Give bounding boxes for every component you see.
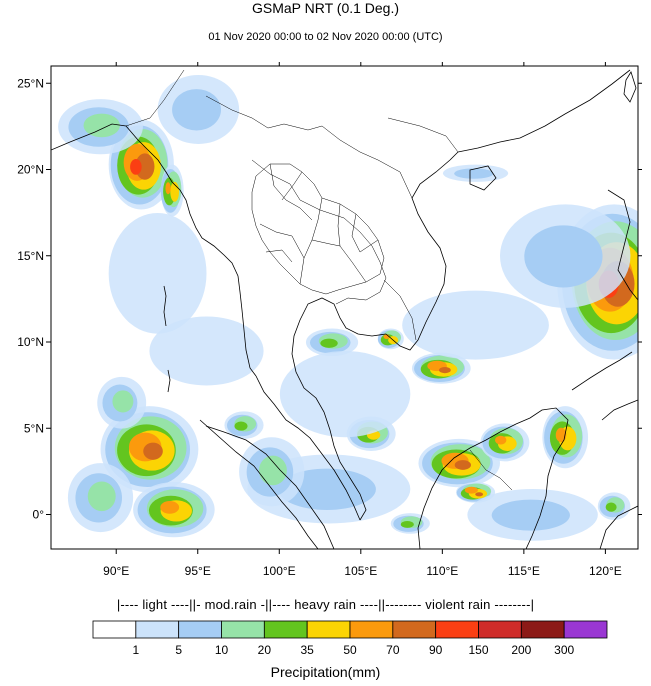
map-axes: 90°E 95°E 100°E 105°E 110°E 115°E 120°E 25°N 20°… bbox=[17, 62, 642, 578]
colorbar-tick-label: 70 bbox=[386, 643, 400, 657]
rain-cell bbox=[418, 438, 501, 488]
colorbar-tick-label: 10 bbox=[215, 643, 229, 657]
rain-cell bbox=[97, 376, 147, 429]
lat-tick-label: 10°N bbox=[17, 335, 44, 349]
lon-tick-label: 115°E bbox=[508, 564, 540, 578]
rain-cell bbox=[402, 290, 549, 360]
country-borders bbox=[125, 69, 513, 491]
lon-tick-label: 95°E bbox=[185, 564, 211, 578]
colorbar-swatch bbox=[435, 620, 479, 639]
rain-cell bbox=[377, 328, 404, 350]
colorbar-tick-label: 90 bbox=[429, 643, 443, 657]
colorbar-tick-label: 50 bbox=[343, 643, 357, 657]
chart-title: GSMaP NRT (0.1 Deg.) bbox=[251, 0, 400, 16]
colorbar-swatch bbox=[478, 620, 522, 639]
rain-cell bbox=[157, 74, 240, 144]
rain-cell bbox=[108, 212, 207, 334]
colorbar-tick-label: 5 bbox=[175, 643, 182, 657]
lon-tick-label: 100°E bbox=[263, 564, 296, 578]
colorbar-swatch bbox=[563, 620, 608, 639]
colorbar-tick-label: 200 bbox=[511, 643, 531, 657]
colorbar-swatch bbox=[92, 620, 137, 639]
lat-tick-label: 0° bbox=[33, 508, 45, 522]
colorbar-tick-label: 300 bbox=[554, 643, 574, 657]
colorbar-swatch bbox=[221, 620, 265, 639]
rain-category-header: |---- light ----||- mod.rain -||---- hea… bbox=[116, 597, 535, 612]
lat-tick-label: 15°N bbox=[17, 249, 44, 263]
thailand-provinces bbox=[251, 163, 385, 295]
chart-subtitle: 01 Nov 2020 00:00 to 02 Nov 2020 00:00 (… bbox=[208, 31, 443, 43]
rain-cell bbox=[500, 204, 631, 308]
rain-cell bbox=[442, 164, 509, 182]
lon-tick-label: 120°E bbox=[589, 564, 622, 578]
colorbar: 1 5 10 20 35 50 70 90 150 200 300 bbox=[92, 620, 608, 657]
lat-tick-label: 25°N bbox=[17, 76, 44, 90]
rain-cell bbox=[305, 328, 359, 357]
lat-tick-label: 20°N bbox=[17, 163, 44, 177]
colorbar-swatch bbox=[306, 620, 351, 639]
rain-field bbox=[58, 74, 638, 541]
rain-cell bbox=[542, 406, 589, 469]
rain-cell bbox=[597, 492, 631, 520]
rain-cell bbox=[224, 411, 264, 439]
colorbar-tick-label: 150 bbox=[468, 643, 488, 657]
colorbar-tick-label: 35 bbox=[300, 643, 314, 657]
rain-cell bbox=[149, 316, 264, 386]
colorbar-swatch bbox=[349, 620, 394, 639]
rain-cell bbox=[160, 164, 184, 217]
colorbar-swatch bbox=[392, 620, 437, 639]
colorbar-swatch bbox=[178, 620, 222, 639]
colorbar-tick-label: 1 bbox=[132, 643, 139, 657]
rain-cell bbox=[133, 482, 215, 538]
lon-tick-label: 105°E bbox=[344, 564, 377, 578]
rain-cell bbox=[239, 437, 305, 507]
lon-tick-label: 110°E bbox=[426, 564, 458, 578]
rain-cell bbox=[390, 513, 430, 534]
rain-cell bbox=[467, 488, 598, 541]
colorbar-swatch bbox=[520, 620, 565, 639]
colorbar-tick-label: 20 bbox=[258, 643, 272, 657]
rain-cell bbox=[411, 352, 471, 384]
rain-cell bbox=[480, 423, 530, 462]
rain-cell bbox=[67, 463, 134, 533]
map-frame bbox=[50, 65, 639, 550]
rain-cell bbox=[58, 99, 143, 155]
rain-cell bbox=[279, 350, 411, 438]
colorbar-title: Precipitation(mm) bbox=[270, 664, 381, 680]
lat-tick-label: 5°N bbox=[24, 421, 44, 435]
colorbar-swatch bbox=[263, 620, 308, 639]
colorbar-swatch bbox=[135, 620, 180, 639]
lon-tick-label: 90°E bbox=[103, 564, 129, 578]
